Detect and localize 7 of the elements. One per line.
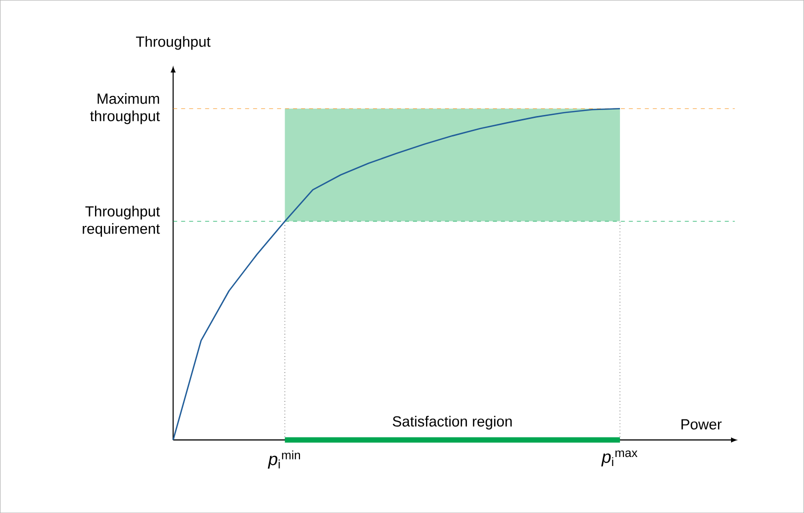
y-axis-title: Throughput — [136, 36, 211, 50]
x-tick-label: p$_{i}$min — [268, 450, 300, 469]
x-tick-label: p$_{i}$max — [601, 450, 638, 466]
x-axis-title: Power — [682, 419, 722, 430]
annotation: Satisfaction region — [392, 416, 512, 430]
ref-line-label: Maximum throughput — [90, 93, 160, 124]
ref-line-label: Throughput requirement — [82, 206, 160, 237]
